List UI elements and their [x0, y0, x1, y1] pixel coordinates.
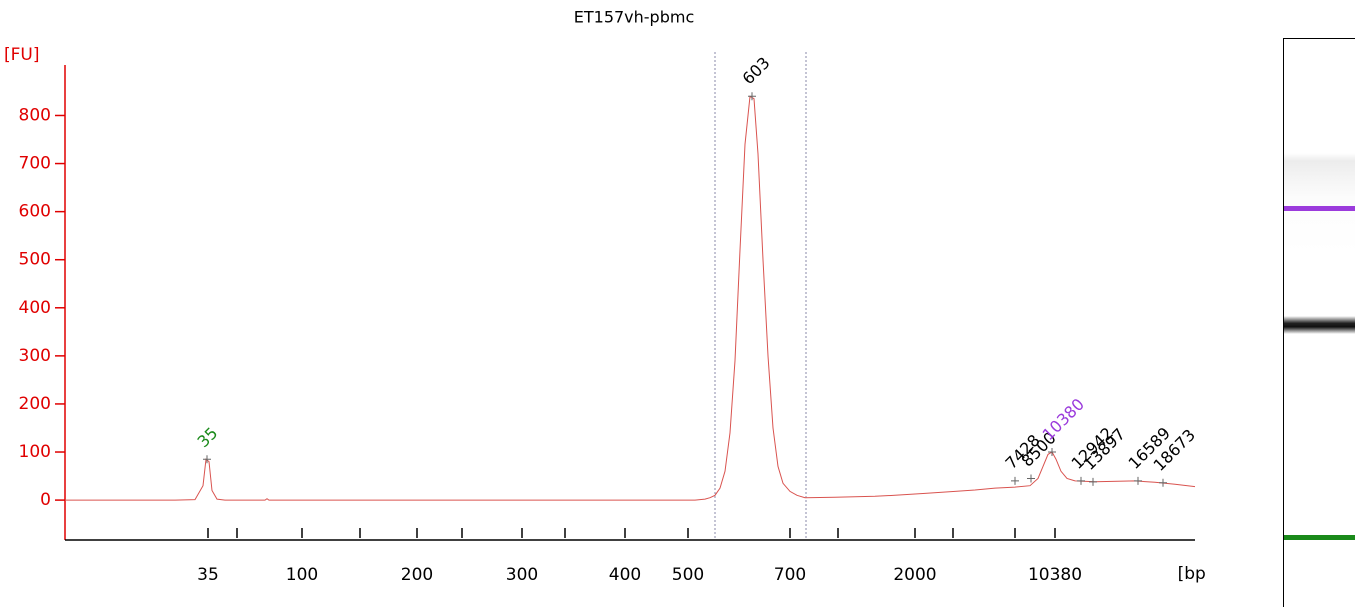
chart: ET157vh-pbmc [FU] [bp] 0 100 200 300 400 500 6… — [4, 8, 1205, 586]
upper-marker-band — [1284, 206, 1355, 211]
sample-band — [1284, 316, 1355, 334]
peak-label: 10380 — [1039, 395, 1088, 444]
x-tick-label: 300 — [506, 565, 538, 585]
gel-lane — [1283, 38, 1355, 607]
peak-marker — [203, 455, 211, 464]
x-tick-label: 10380 — [1028, 565, 1082, 585]
y-tick-label: 100 — [19, 442, 51, 462]
y-tick-label: 600 — [19, 202, 51, 222]
peak-marker — [1077, 476, 1085, 485]
x-tick-label: 700 — [774, 565, 806, 585]
y-tick-label: 500 — [19, 250, 51, 270]
peak-marker — [1159, 478, 1167, 487]
x-axis-label: [bp] — [1178, 564, 1205, 584]
y-tick-label: 0 — [40, 490, 51, 510]
peak-marker — [748, 92, 756, 101]
peak-marker — [1048, 448, 1056, 457]
peak-label: 35 — [194, 423, 222, 451]
x-tick-label: 200 — [401, 565, 433, 585]
x-tick-label: 400 — [609, 565, 641, 585]
x-tick-label: 35 — [197, 565, 219, 585]
lower-marker-band — [1284, 535, 1355, 540]
peak-marker — [1027, 474, 1035, 483]
peak-label: 603 — [739, 53, 774, 88]
y-axis-label: [FU] — [4, 45, 40, 65]
y-tick-label: 200 — [19, 394, 51, 414]
x-tick-label: 2000 — [893, 565, 936, 585]
gel-smear — [1284, 153, 1355, 253]
x-tick-label: 100 — [286, 565, 318, 585]
peak-marker — [1089, 477, 1097, 486]
y-tick-label: 800 — [19, 105, 51, 125]
peak-marker — [1011, 476, 1019, 485]
x-tick-label: 500 — [672, 565, 704, 585]
y-tick-label: 400 — [19, 298, 51, 318]
peak-marker — [1134, 476, 1142, 485]
y-tick-label: 700 — [19, 154, 51, 174]
chart-title: ET157vh-pbmc — [574, 8, 695, 27]
y-tick-label: 300 — [19, 346, 51, 366]
